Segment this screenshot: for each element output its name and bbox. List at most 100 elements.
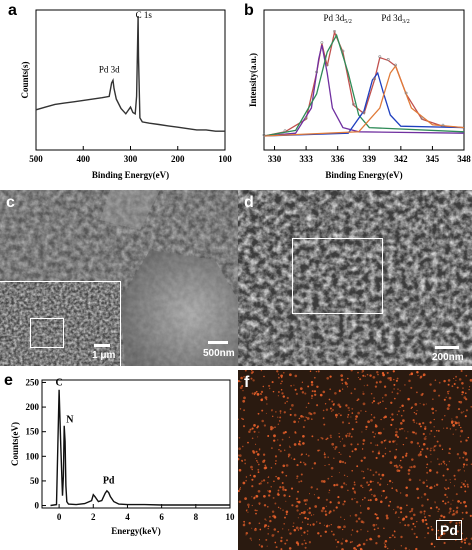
pd-signal-dot (301, 521, 304, 523)
pd-signal-dot (271, 510, 275, 513)
sem-inset-scalebar-label: 1 μm (92, 350, 116, 361)
pd-signal-dot (374, 424, 378, 428)
pd-signal-dot (243, 409, 246, 412)
pd-signal-dot (393, 509, 395, 511)
pd-signal-dot (443, 541, 446, 545)
pd-signal-dot (407, 431, 409, 433)
pd-signal-dot (268, 384, 271, 387)
pd-signal-dot (280, 389, 283, 391)
pd-signal-dot (402, 428, 404, 430)
x-tick-label-e: 4 (125, 512, 130, 522)
pd-signal-dot (371, 450, 374, 453)
pd-signal-dot (331, 442, 335, 446)
pd-signal-dot (445, 479, 447, 481)
pd-signal-dot (385, 407, 387, 410)
pd-signal-dot (284, 449, 286, 451)
pd-signal-dot (333, 446, 335, 448)
pd-signal-dot (253, 474, 256, 478)
pd-signal-dot (356, 443, 359, 446)
pd-signal-dot (324, 530, 328, 534)
pd-signal-dot (375, 456, 378, 460)
pd-signal-dot (279, 412, 282, 414)
pd-signal-dot (408, 478, 412, 482)
pd-signal-dot (379, 401, 382, 404)
pd-signal-dot (294, 374, 298, 378)
pd-signal-dot (437, 532, 439, 534)
pd-signal-dot (465, 511, 468, 514)
pd-signal-dot (463, 500, 466, 504)
pd-signal-dot (419, 510, 423, 514)
pd-signal-dot (382, 397, 384, 399)
pd-signal-dot (375, 471, 378, 474)
pd-signal-dot (367, 507, 370, 510)
pd-signal-dot (327, 456, 329, 458)
pd-signal-dot (460, 411, 463, 414)
pd-signal-dot (424, 537, 426, 539)
pd-signal-dot (457, 469, 460, 472)
pd-signal-dot (456, 509, 458, 512)
pd-signal-dot (300, 480, 303, 483)
pd-signal-dot (353, 481, 356, 484)
raw-data-point (283, 129, 287, 133)
y-tick-label-e: 250 (26, 377, 40, 387)
x-tick-label-a: 100 (218, 154, 232, 164)
pd-signal-dot (329, 407, 332, 410)
pd-signal-dot (313, 462, 317, 465)
pd-signal-dot (399, 390, 401, 392)
pd-signal-dot (330, 466, 334, 470)
pd-signal-dot (343, 482, 346, 485)
pd-signal-dot (247, 503, 250, 507)
pd-signal-dot (447, 392, 450, 395)
pd-signal-dot (339, 405, 342, 408)
pd-signal-dot (332, 533, 335, 536)
pd-signal-dot (268, 387, 271, 390)
pd-signal-dot (432, 412, 435, 414)
pd-signal-dot (263, 494, 266, 498)
pd-signal-dot (459, 435, 461, 437)
pd-signal-dot (384, 415, 387, 419)
pd-signal-dot (321, 437, 324, 440)
pd-signal-dot (351, 407, 354, 410)
pd-signal-dot (245, 534, 247, 536)
pd-signal-dot (430, 453, 432, 455)
pd-signal-dot (396, 392, 399, 395)
pd-signal-dot (296, 464, 299, 467)
pd-signal-dot (256, 425, 260, 428)
pd-signal-dot (391, 487, 394, 490)
pd-signal-dot (437, 529, 440, 532)
pd-signal-dot (242, 389, 244, 392)
plot-frame-e (41, 379, 231, 509)
pd-signal-dot (264, 396, 268, 399)
pd-signal-dot (307, 385, 310, 388)
pd-signal-dot (272, 390, 275, 393)
pd-signal-dot (349, 515, 352, 517)
pd-signal-dot (350, 370, 353, 372)
pd-signal-dot (310, 514, 313, 516)
pd-signal-dot (304, 392, 307, 395)
pd-signal-dot (242, 399, 246, 403)
pd-signal-dot (398, 516, 400, 518)
pd-signal-dot (449, 428, 452, 430)
pd-signal-dot (359, 511, 362, 514)
pd-signal-dot (274, 541, 277, 544)
pd-signal-dot (295, 392, 298, 395)
pd-signal-dot (390, 423, 393, 426)
pd-signal-dot (322, 390, 326, 394)
pd-signal-dot (238, 379, 240, 383)
pd-signal-dot (367, 468, 369, 470)
pd-signal-dot (375, 381, 378, 384)
pd-signal-dot (266, 505, 269, 508)
pd-signal-dot (281, 471, 284, 474)
pd-signal-dot (355, 421, 358, 424)
pd-signal-dot (349, 456, 351, 458)
pd-signal-dot (423, 510, 426, 513)
pd-signal-dot (373, 397, 375, 399)
pd-signal-dot (328, 489, 331, 491)
pd-signal-dot (260, 545, 264, 548)
pd-signal-dot (303, 461, 305, 464)
pd-signal-dot (432, 398, 434, 400)
pd-signal-dot (361, 470, 363, 472)
pd-signal-dot (274, 462, 277, 465)
pd-signal-dot (269, 519, 272, 523)
pd-signal-dot (311, 390, 314, 393)
